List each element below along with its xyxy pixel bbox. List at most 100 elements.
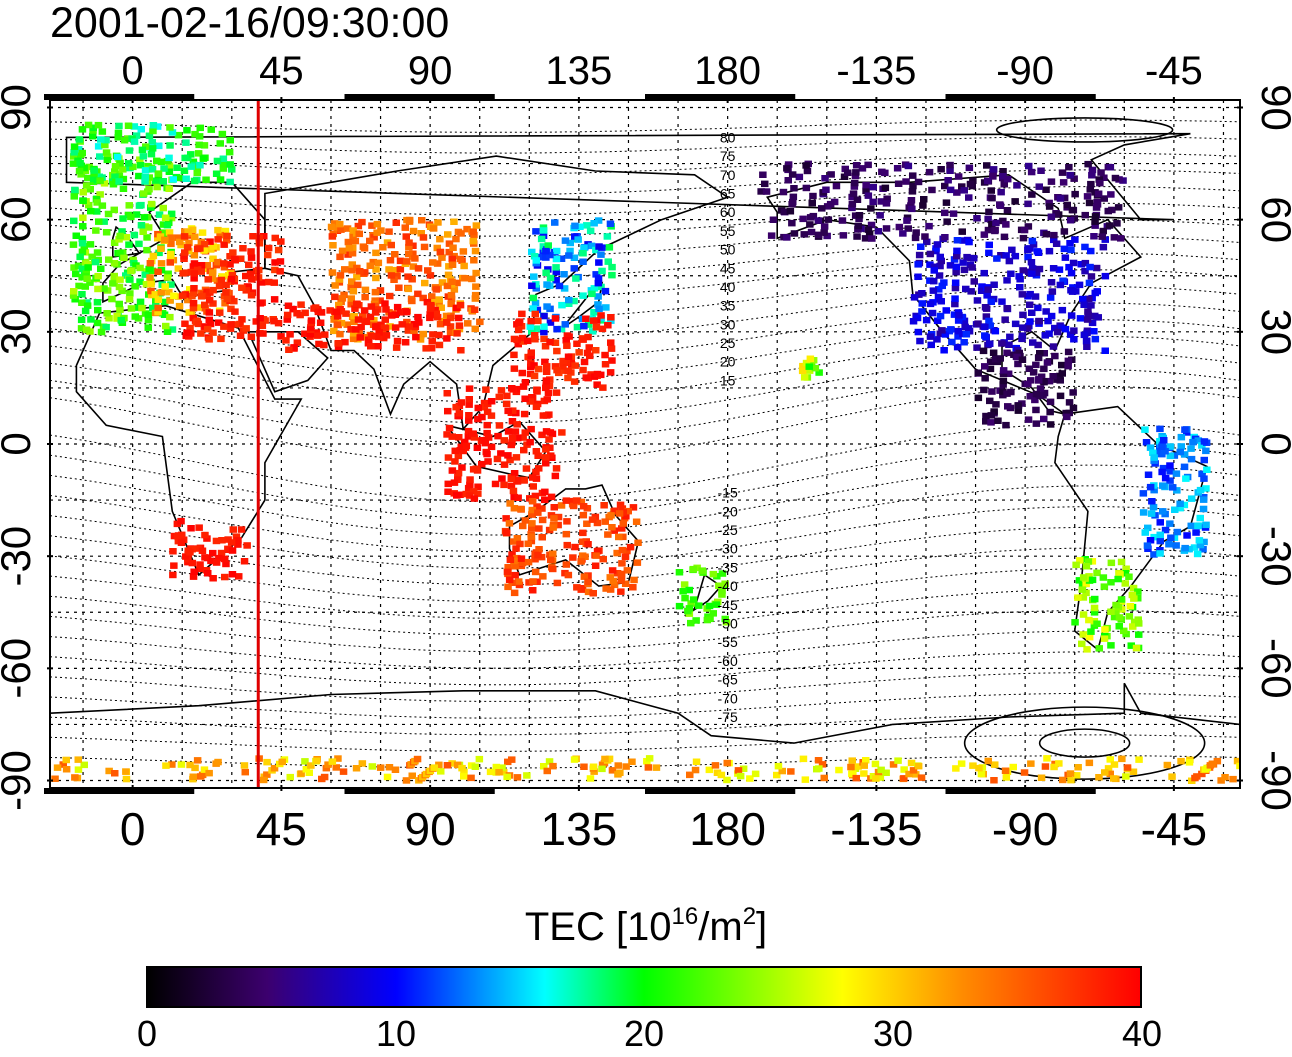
tec-point — [1082, 563, 1091, 570]
tec-point — [881, 184, 890, 192]
tec-point — [510, 470, 519, 477]
tec-point — [426, 314, 434, 322]
x-tick-label-top: 0 — [122, 49, 144, 93]
tec-point — [999, 381, 1007, 388]
tec-point — [220, 323, 228, 330]
tec-point — [470, 434, 479, 441]
tec-point — [532, 257, 540, 264]
tec-point — [75, 136, 84, 143]
tec-point — [542, 247, 550, 255]
tec-point — [263, 758, 271, 766]
tec-point — [938, 327, 946, 334]
tec-point — [787, 768, 795, 775]
tec-point — [249, 233, 257, 240]
tec-point — [261, 317, 269, 324]
tec-point — [579, 503, 588, 510]
tec-point — [86, 241, 95, 248]
tec-point — [162, 322, 170, 330]
graticule-grid — [50, 100, 1240, 788]
tec-point — [228, 547, 237, 554]
tec-point — [461, 438, 469, 446]
tec-point — [160, 165, 168, 172]
tec-point — [1123, 764, 1132, 771]
tec-point — [87, 316, 95, 323]
tec-point — [618, 505, 627, 512]
y-tick-label-left: -90 — [0, 750, 39, 811]
tec-point — [1115, 614, 1124, 621]
tec-point — [705, 766, 714, 774]
tec-point — [1049, 373, 1057, 380]
tec-point — [590, 309, 598, 316]
tec-point — [511, 563, 520, 570]
tec-point — [385, 228, 393, 235]
tec-point — [960, 339, 968, 346]
tec-point — [991, 226, 999, 234]
tec-point — [1183, 532, 1191, 539]
tec-point — [1078, 586, 1086, 593]
tec-point — [534, 452, 542, 459]
tec-point — [327, 223, 336, 231]
tec-point — [953, 252, 961, 260]
tec-point — [1117, 235, 1125, 242]
tec-point — [1050, 236, 1058, 244]
tec-point — [1032, 406, 1040, 414]
tec-point — [953, 237, 962, 244]
tec-point — [1056, 281, 1065, 289]
tec-point — [1166, 477, 1174, 484]
x-tick-mark — [1172, 97, 1175, 103]
tec-point — [1060, 194, 1069, 202]
tec-point — [862, 757, 870, 764]
tec-point — [122, 775, 131, 783]
tec-point — [422, 345, 430, 352]
contour-labels: 8075706560555045403530252015-15-20-25-30… — [718, 129, 738, 725]
tec-point — [508, 434, 517, 442]
tec-point — [588, 290, 596, 298]
tec-point — [558, 429, 566, 436]
tec-point — [1156, 425, 1164, 433]
tec-point — [959, 237, 967, 244]
tec-point — [226, 178, 234, 186]
tec-point — [1018, 356, 1027, 363]
tec-point — [827, 171, 835, 178]
tec-point — [70, 264, 78, 271]
tec-point — [1045, 377, 1054, 385]
tec-point — [185, 247, 193, 255]
tec-point — [1101, 626, 1109, 633]
tec-point — [533, 386, 541, 393]
tec-point — [312, 757, 321, 764]
tec-point — [715, 582, 723, 589]
tec-point — [895, 223, 904, 231]
tec-point — [1058, 370, 1066, 377]
tec-point — [607, 314, 615, 321]
tec-point — [1173, 528, 1182, 536]
tec-point — [247, 248, 255, 255]
tec-point — [182, 139, 190, 146]
tec-point — [595, 259, 603, 266]
tec-point — [101, 141, 109, 149]
tec-point — [448, 760, 456, 767]
tec-point — [552, 247, 561, 255]
tec-point — [599, 384, 607, 391]
tec-point — [320, 341, 328, 349]
tec-point — [228, 166, 236, 173]
tec-point — [277, 238, 285, 245]
tec-point — [1117, 596, 1126, 603]
tec-point — [604, 258, 612, 265]
tec-point — [1020, 226, 1029, 234]
tec-point — [685, 586, 693, 594]
tec-point — [114, 134, 122, 141]
tec-point — [448, 467, 457, 474]
tec-point — [1087, 180, 1095, 188]
tec-point — [1192, 529, 1200, 536]
tec-point — [1190, 544, 1199, 551]
tec-point — [194, 320, 203, 328]
tec-point — [1007, 388, 1015, 396]
tec-point — [594, 301, 602, 308]
tec-point — [936, 330, 944, 337]
tec-point — [509, 487, 518, 495]
tec-point — [982, 412, 990, 420]
tec-point — [510, 351, 518, 359]
tec-point — [374, 259, 383, 267]
tec-point — [307, 317, 316, 324]
tec-point — [329, 242, 337, 249]
